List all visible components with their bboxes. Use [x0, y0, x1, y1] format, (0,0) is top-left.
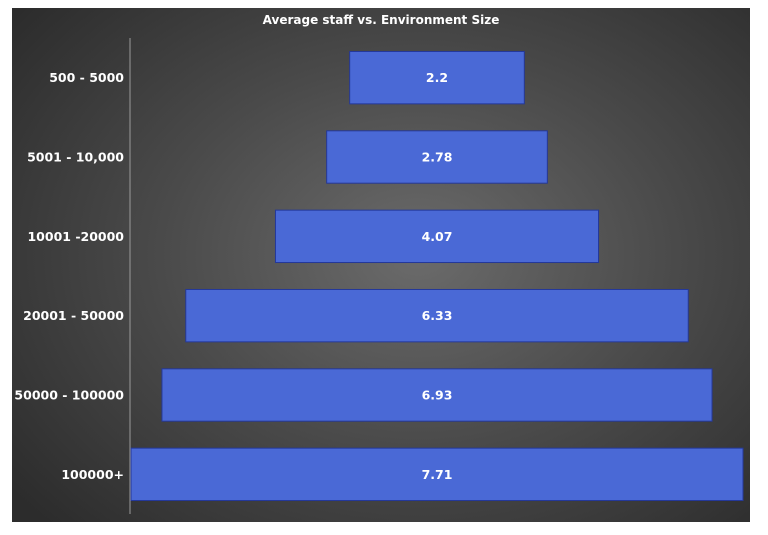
category-label: 5001 - 10,000 — [27, 150, 124, 165]
chart-title: Average staff vs. Environment Size — [262, 13, 500, 27]
bar-value-label: 4.07 — [422, 229, 453, 244]
category-label: 10001 -20000 — [27, 229, 124, 244]
bar — [185, 288, 689, 343]
bar-value-label: 2.2 — [426, 70, 448, 85]
bar-value-label: 6.33 — [422, 308, 453, 323]
bar — [274, 209, 600, 264]
category-label: 500 - 5000 — [49, 70, 124, 85]
chart-plot: 2.2 500 - 5000 2.78 5001 - 10,000 4.07 10001 … — [14, 38, 744, 514]
bar-value-label: 2.78 — [422, 150, 453, 165]
bar — [130, 447, 744, 502]
bar — [326, 130, 548, 184]
bar-value-label: 6.93 — [422, 388, 453, 403]
category-label: 50000 - 100000 — [14, 388, 124, 403]
bar — [349, 50, 525, 105]
bar — [161, 368, 713, 422]
category-label: 20001 - 50000 — [23, 308, 124, 323]
category-label: 100000+ — [61, 467, 124, 482]
bar-value-label: 7.71 — [422, 467, 453, 482]
chart-panel: Average staff vs. Environment Size 2.2 50… — [12, 8, 750, 522]
